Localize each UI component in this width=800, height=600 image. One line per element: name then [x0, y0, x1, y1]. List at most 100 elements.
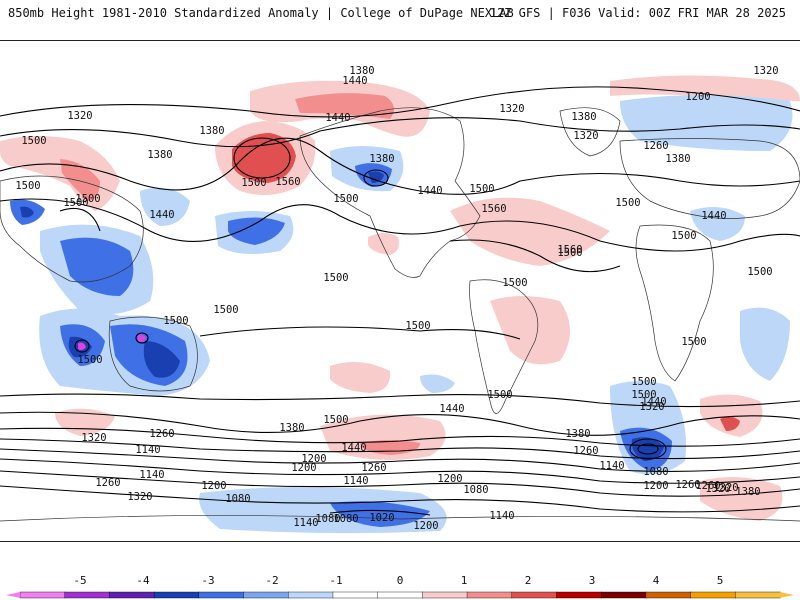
pos-anom-antarctic: [700, 477, 783, 521]
contour-label: 1500: [75, 193, 100, 205]
pos-anom-central-pacific: [368, 233, 399, 255]
colorbar-segment: [645, 591, 692, 599]
contour-label: 1500: [747, 266, 772, 278]
contour-label-bg: [752, 106, 780, 116]
coast-asia-west: [0, 175, 144, 283]
contour-label: 1200: [643, 480, 668, 492]
contour-label-bg: [240, 218, 268, 228]
contour-label-bg: [614, 238, 642, 248]
contour-label: 1320: [573, 130, 598, 142]
contour-label-bg: [674, 520, 702, 530]
colorbar-tick-label: 2: [524, 574, 532, 587]
colorbar-segment: [153, 591, 200, 599]
contour-label-bg: [468, 224, 496, 234]
contour-label: 1500: [502, 277, 527, 289]
contour-label-bg: [274, 217, 302, 227]
coast-greenland: [559, 107, 621, 157]
colorbar-tick-label: 3: [588, 574, 596, 587]
contour-label: 1080: [463, 484, 488, 496]
contour-label: 1500: [487, 389, 512, 401]
neg-anom-greenland-sea: [620, 95, 793, 151]
neg-anom-australia-center: [143, 341, 180, 378]
contour-label: 1200: [413, 520, 438, 532]
contour-label: 1500: [681, 336, 706, 348]
contour-label-bg: [564, 469, 592, 479]
contour-label: 1140: [135, 444, 160, 456]
contour-label-bg: [332, 234, 360, 244]
contour-1200-s: [0, 458, 800, 484]
contour-label-bg: [501, 318, 529, 328]
neg-anom-asia-monsoon-core: [60, 237, 134, 296]
contour-1380-s: [0, 427, 800, 447]
contour-label: 1500: [77, 354, 102, 366]
pos-anom-s-pacific: [330, 362, 391, 393]
contour-label-bg: [212, 345, 240, 355]
contour-label: 1500: [557, 247, 582, 259]
colorbar-tick-label: -3: [201, 574, 215, 587]
contour-label-bg: [556, 288, 584, 298]
neg-anom-s-atlantic-center: [631, 437, 664, 461]
contour-label-bg: [642, 181, 670, 191]
contour-label: 1320: [639, 401, 664, 413]
colorbar-tick-label: 0: [396, 574, 404, 587]
colorbar-segment: [556, 591, 602, 599]
colorbar-tick-label: -1: [329, 574, 343, 587]
contour-label-bg: [198, 166, 226, 176]
contour-label: 1500: [671, 230, 696, 242]
contour-label-bg: [670, 271, 698, 281]
colorbar-segment: [511, 591, 558, 599]
contour-label-bg: [572, 486, 600, 496]
contour-label: 1260: [95, 477, 120, 489]
contour-low-s-atlantic-2: [637, 443, 659, 455]
pos-anom-alaska-gulf-core: [232, 133, 296, 183]
contour-label-bg: [290, 503, 318, 513]
contour-label: 1380: [349, 65, 374, 77]
map-canvas: 1380132014401380132012001320138014401500…: [0, 65, 800, 541]
contour-label-bg: [498, 144, 526, 154]
contour-label: 1140: [139, 469, 164, 481]
colorbar-segment: [288, 591, 334, 599]
contour-label-bg: [224, 534, 252, 541]
pos-anom-n-pacific-core: [295, 93, 394, 119]
contour-label: 1500: [405, 320, 430, 332]
contour-label: 1200: [437, 473, 462, 485]
colorbar-tick-label: 1: [460, 574, 468, 587]
contour-label: 1200: [201, 480, 226, 492]
colorbar-segment: [243, 591, 289, 599]
colorbar: [6, 591, 794, 599]
contour-label-bg: [680, 377, 708, 387]
neg-anom-e-asia: [140, 187, 190, 226]
contour-high-alaska: [233, 137, 291, 179]
contour-label-bg: [146, 190, 174, 200]
contour-label: 1500: [15, 180, 40, 192]
contour-label: 1260: [573, 445, 598, 457]
colorbar-segment: [64, 591, 111, 599]
contour-low-australia: [135, 332, 149, 344]
contour-label: 1440: [341, 442, 366, 454]
contour-label-bg: [630, 417, 658, 427]
contour-label-bg: [94, 518, 122, 528]
coast-australia: [108, 316, 198, 392]
contour-label: 1440: [149, 209, 174, 221]
neg-anom-australia-extreme: [138, 334, 146, 343]
contour-label: 1380: [571, 111, 596, 123]
neg-anom-antarctic-pac-core: [330, 501, 430, 527]
contour-1260-s: [0, 448, 800, 472]
colorbar-segments: [6, 591, 794, 599]
neg-anom-n-pacific-trough-core: [228, 217, 285, 245]
colorbar-tick-label: 5: [716, 574, 724, 587]
colorbar-segment: [19, 591, 66, 599]
contour-1500-s: [0, 393, 800, 408]
contour-label-bg: [436, 514, 464, 524]
contour-label-bg: [300, 494, 328, 504]
contour-label-bg: [642, 507, 670, 517]
contour-1560-n: [59, 207, 621, 273]
contour-label: 1560: [557, 244, 582, 256]
colorbar-min-arrow: [6, 592, 20, 598]
contour-label: 1320: [705, 483, 730, 495]
contour-label: 1320: [713, 482, 738, 494]
contour-label: 1500: [213, 304, 238, 316]
contour-1500-tropics: [199, 326, 521, 340]
contour-1320-s: [0, 438, 800, 460]
contour-label-bg: [438, 444, 466, 454]
